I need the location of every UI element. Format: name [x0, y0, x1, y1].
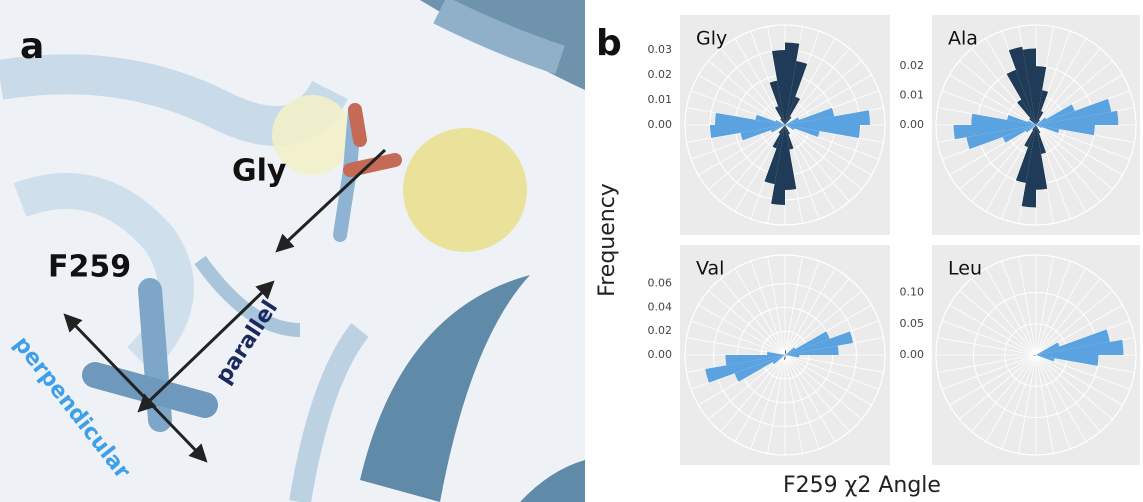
figure: a Gly F259 parallel perpendicular b Freq… [0, 0, 1143, 502]
y-tick-label: 0.02 [648, 324, 673, 337]
y-tick-label: 0.00 [900, 348, 925, 361]
x-axis-label: F259 χ2 Angle [783, 473, 941, 498]
y-tick-label: 0.06 [648, 277, 673, 290]
residue-label: F259 [48, 250, 131, 285]
y-tick-label: 0.02 [648, 68, 673, 81]
chart-title: Gly [696, 28, 727, 50]
y-tick-label: 0.00 [648, 348, 673, 361]
chart-title: Leu [948, 258, 982, 280]
charts: 0.00 0.01 0.02 0.03 Gly 0.00 0.01 0.02 Ala 0.00 0.… [648, 15, 1141, 465]
y-tick-label: 0.02 [900, 59, 925, 72]
y-tick-label: 0.01 [900, 89, 925, 102]
panel-label: a [20, 26, 44, 67]
y-tick-label: 0.00 [648, 118, 673, 131]
chart-title: Ala [948, 28, 978, 50]
page: a Gly F259 parallel perpendicular b Freq… [0, 0, 1143, 502]
y-tick-label: 0.10 [900, 286, 925, 299]
panel-label: b [596, 23, 622, 64]
y-tick-label: 0.04 [648, 300, 673, 313]
y-axis-label: Frequency [595, 183, 620, 297]
y-tick-label: 0.00 [900, 118, 925, 131]
chart-title: Val [696, 258, 724, 280]
y-tick-label: 0.01 [648, 93, 673, 106]
y-tick-label: 0.03 [648, 43, 673, 56]
y-tick-label: 0.05 [900, 317, 925, 330]
residue-label: Gly [232, 154, 287, 189]
